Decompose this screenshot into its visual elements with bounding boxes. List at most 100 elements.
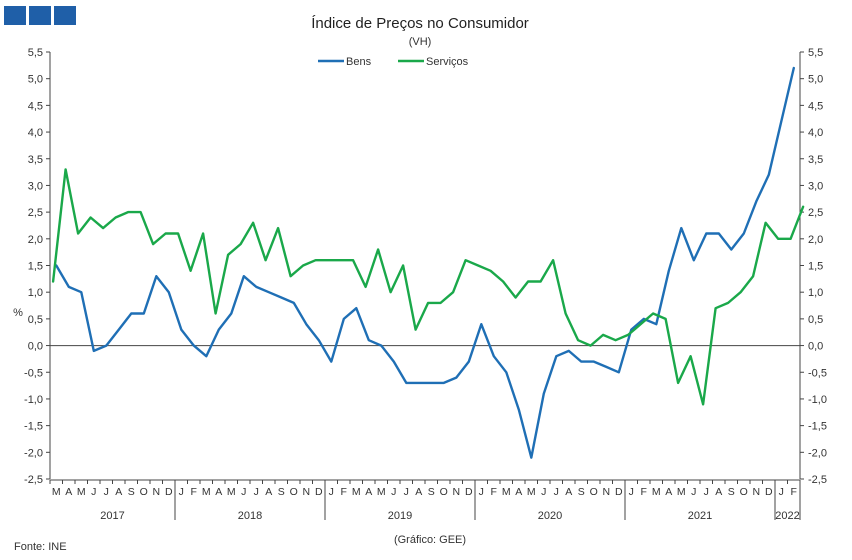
x-month-label: O [440, 486, 448, 498]
x-year-label: 2017 [100, 510, 124, 522]
x-month-label: J [479, 486, 484, 498]
y-tick-label-right: -2,5 [808, 474, 827, 486]
logo-block-3 [54, 6, 76, 25]
y-tick-label-right: 5,5 [808, 47, 823, 59]
y-tick-label-left: 2,5 [28, 207, 43, 219]
x-month-label: F [341, 486, 347, 498]
x-month-label: A [65, 486, 72, 498]
x-month-label: A [365, 486, 372, 498]
x-month-label: F [791, 486, 797, 498]
x-year-label: 2019 [388, 510, 412, 522]
x-month-label: J [704, 486, 709, 498]
x-month-label: J [329, 486, 334, 498]
x-month-label: F [641, 486, 647, 498]
y-tick-label-right: 2,0 [808, 234, 823, 246]
x-month-label: N [452, 486, 460, 498]
x-month-label: O [590, 486, 598, 498]
x-year-label: 2022 [775, 510, 799, 522]
x-month-label: J [629, 486, 634, 498]
x-month-label: J [691, 486, 696, 498]
y-tick-label-right: 1,5 [808, 261, 823, 273]
x-month-label: A [115, 486, 122, 498]
y-axis-label: % [13, 307, 23, 319]
x-month-label: F [491, 486, 497, 498]
y-tick-label-right: 3,5 [808, 154, 823, 166]
graph-credit: (Gráfico: GEE) [394, 534, 466, 546]
y-tick-label-left: 3,0 [28, 180, 43, 192]
x-year-label: 2021 [688, 510, 712, 522]
x-month-label: M [202, 486, 211, 498]
y-tick-label-right: 1,0 [808, 287, 823, 299]
x-month-label: D [615, 486, 623, 498]
x-month-label: D [765, 486, 773, 498]
x-month-label: M [652, 486, 661, 498]
y-tick-label-right: -1,5 [808, 421, 827, 433]
legend-label: Serviços [426, 56, 469, 68]
y-tick-label-left: -1,5 [24, 421, 43, 433]
logo-block-1 [4, 6, 26, 25]
x-month-label: S [728, 486, 735, 498]
y-axis-left: 5,5 5,0 4,5 4,0 3,5 3,0 2,5 2,0 1,5 1,0 0,5 0,0 -0,5… [24, 47, 51, 486]
y-tick-label-right: 0,0 [808, 341, 823, 353]
x-month-label: J [91, 486, 96, 498]
x-month-label: O [290, 486, 298, 498]
y-tick-label-left: -0,5 [24, 367, 43, 379]
x-month-label: J [104, 486, 109, 498]
y-tick-label-right: 4,5 [808, 100, 823, 112]
y-tick-label-left: -1,0 [24, 394, 43, 406]
x-month-label: D [465, 486, 473, 498]
y-tick-label-right: 2,5 [808, 207, 823, 219]
x-month-label: A [215, 486, 222, 498]
x-month-label: A [515, 486, 522, 498]
x-month-label: M [227, 486, 236, 498]
y-axis-right: 5,5 5,0 4,5 4,0 3,5 3,0 2,5 2,0 1,5 1,0 0,5 0,0 -0,5… [799, 47, 827, 486]
y-tick-label-left: 3,5 [28, 154, 43, 166]
x-month-label: J [554, 486, 559, 498]
series-line-bens [55, 66, 795, 459]
y-tick-label-left: 4,5 [28, 100, 43, 112]
y-tick-label-right: -1,0 [808, 394, 827, 406]
chart-title: Índice de Preços no Consumidor [311, 15, 529, 32]
x-month-label: J [541, 486, 546, 498]
y-tick-label-left: 4,0 [28, 127, 43, 139]
x-year-label: 2020 [538, 510, 562, 522]
x-month-label: J [254, 486, 259, 498]
x-month-label: M [527, 486, 536, 498]
x-month-label: M [52, 486, 61, 498]
y-tick-label-right: -2,0 [808, 447, 827, 459]
x-month-label: S [428, 486, 435, 498]
x-year-label: 2018 [238, 510, 262, 522]
chart-subtitle: (VH) [409, 36, 432, 48]
y-tick-label-right: 3,0 [808, 180, 823, 192]
x-month-label: D [315, 486, 323, 498]
x-month-label: O [140, 486, 148, 498]
series-line-servicos [51, 168, 805, 406]
x-month-label: A [665, 486, 672, 498]
y-tick-label-left: -2,5 [24, 474, 43, 486]
y-tick-label-right: 4,0 [808, 127, 823, 139]
series-layer [51, 66, 805, 459]
x-month-label: A [265, 486, 272, 498]
x-month-label: D [165, 486, 173, 498]
y-tick-label-left: -2,0 [24, 447, 43, 459]
y-tick-label-right: 0,5 [808, 314, 823, 326]
x-month-label: J [779, 486, 784, 498]
x-month-label: S [278, 486, 285, 498]
y-tick-label-right: 5,0 [808, 74, 823, 86]
y-tick-label-left: 2,0 [28, 234, 43, 246]
x-month-label: S [578, 486, 585, 498]
x-month-label: J [404, 486, 409, 498]
x-month-label: A [415, 486, 422, 498]
x-month-label: A [565, 486, 572, 498]
x-month-label: S [128, 486, 135, 498]
y-tick-label-left: 1,0 [28, 287, 43, 299]
y-tick-label-right: -0,5 [808, 367, 827, 379]
x-month-label: J [391, 486, 396, 498]
x-month-label: N [752, 486, 760, 498]
x-month-label: F [191, 486, 197, 498]
y-tick-label-left: 5,5 [28, 47, 43, 59]
y-tick-label-left: 0,0 [28, 341, 43, 353]
x-month-label: M [377, 486, 386, 498]
